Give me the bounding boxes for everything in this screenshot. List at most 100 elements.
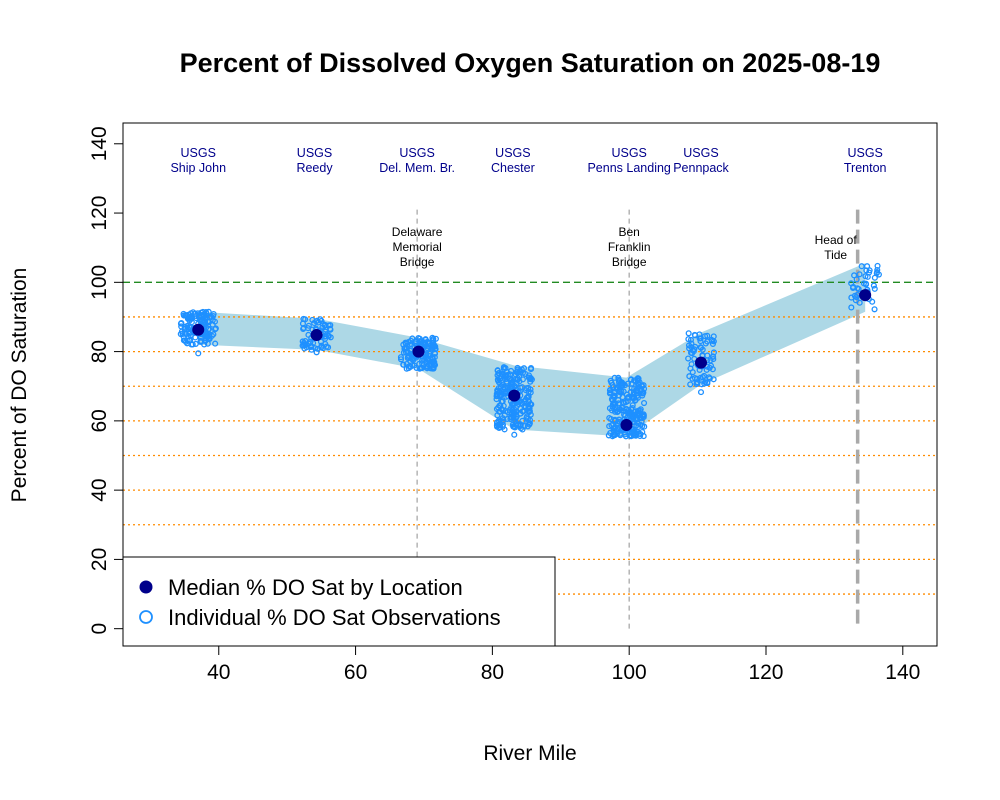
observation-point bbox=[862, 273, 869, 280]
x-tick-label: 100 bbox=[612, 661, 647, 684]
observation-point bbox=[422, 336, 429, 343]
observation-point bbox=[186, 330, 193, 337]
station-label: Pennpack bbox=[673, 161, 729, 175]
observation-point bbox=[210, 310, 217, 318]
station-label: Del. Mem. Br. bbox=[379, 161, 455, 175]
observation-point bbox=[398, 356, 405, 363]
observation-point bbox=[507, 367, 515, 374]
observation-point bbox=[639, 428, 646, 436]
observation-point bbox=[512, 420, 519, 427]
observation-point bbox=[496, 418, 503, 425]
observation-point bbox=[697, 344, 704, 351]
station-label: USGS bbox=[399, 146, 434, 160]
observation-point bbox=[511, 431, 518, 438]
observation-point bbox=[205, 326, 212, 333]
observation-point bbox=[178, 328, 186, 335]
y-tick-label: 100 bbox=[88, 265, 111, 300]
observation-point bbox=[633, 386, 640, 393]
observation-point bbox=[416, 360, 423, 367]
observation-point bbox=[401, 345, 408, 352]
landmark-label: Memorial bbox=[392, 240, 441, 254]
observation-point bbox=[325, 333, 332, 340]
observation-point bbox=[405, 365, 412, 372]
observation-point bbox=[416, 335, 423, 342]
observation-point bbox=[709, 366, 716, 373]
observation-point bbox=[184, 340, 191, 347]
observation-point bbox=[527, 411, 534, 418]
observation-point bbox=[616, 406, 623, 413]
station-label: USGS bbox=[847, 146, 882, 160]
station-label: Penns Landing bbox=[587, 161, 670, 175]
observation-point bbox=[406, 341, 413, 348]
observation-point bbox=[871, 285, 878, 292]
station-label: USGS bbox=[611, 146, 646, 160]
observation-point bbox=[527, 366, 535, 373]
landmark-label: Delaware bbox=[392, 225, 443, 239]
landmark-label: Bridge bbox=[612, 255, 647, 269]
observation-point bbox=[507, 371, 514, 378]
y-tick-label: 120 bbox=[88, 196, 111, 231]
observation-point bbox=[628, 393, 635, 400]
observation-point bbox=[640, 389, 647, 396]
y-tick-label: 20 bbox=[88, 548, 111, 571]
observation-point bbox=[692, 343, 699, 350]
station-label: Ship John bbox=[170, 161, 226, 175]
observation-point bbox=[860, 280, 867, 287]
observation-point bbox=[710, 376, 717, 383]
observation-point bbox=[856, 271, 863, 278]
observation-point bbox=[625, 394, 632, 401]
observation-point bbox=[495, 377, 502, 384]
landmark-label: Ben bbox=[619, 225, 640, 239]
observation-point bbox=[704, 380, 711, 387]
observation-point bbox=[866, 269, 873, 276]
observation-point bbox=[703, 366, 710, 373]
median-point bbox=[310, 328, 323, 341]
x-tick-label: 60 bbox=[344, 661, 367, 684]
observation-point bbox=[687, 381, 694, 388]
observation-point bbox=[416, 338, 423, 345]
observation-point bbox=[506, 407, 513, 414]
observation-point bbox=[687, 365, 694, 372]
observation-point bbox=[692, 332, 699, 339]
observation-point bbox=[637, 421, 644, 428]
observation-point bbox=[635, 376, 642, 383]
observation-point bbox=[610, 393, 617, 401]
legend-box bbox=[122, 556, 556, 647]
observation-point bbox=[322, 340, 329, 348]
x-tick-label: 80 bbox=[481, 661, 504, 684]
x-tick-label: 120 bbox=[748, 661, 783, 684]
observation-point bbox=[409, 362, 416, 369]
observation-point bbox=[870, 282, 877, 289]
observation-point bbox=[299, 338, 306, 345]
observation-point bbox=[525, 392, 532, 400]
observation-point bbox=[522, 403, 529, 410]
observation-point bbox=[606, 414, 613, 422]
y-tick-label: 0 bbox=[88, 623, 111, 635]
observation-point bbox=[640, 385, 648, 392]
observation-point bbox=[494, 392, 501, 400]
observation-point bbox=[182, 325, 189, 332]
observation-point bbox=[701, 380, 708, 387]
plot-area: DelawareMemorialBridgeBenFranklinBridgeH… bbox=[123, 146, 937, 629]
legend-label: Individual % DO Sat Observations bbox=[168, 605, 501, 630]
observation-point bbox=[397, 354, 404, 361]
observation-point bbox=[301, 345, 308, 352]
landmark-label: Bridge bbox=[400, 255, 435, 269]
x-tick-label: 140 bbox=[885, 661, 920, 684]
landmark-label: Tide bbox=[824, 248, 847, 262]
observation-point bbox=[616, 389, 624, 396]
observation-point bbox=[519, 384, 526, 391]
observation-point bbox=[871, 306, 878, 313]
observation-point bbox=[628, 405, 635, 413]
observation-point bbox=[629, 427, 636, 434]
observation-point bbox=[710, 356, 717, 363]
observation-point bbox=[854, 285, 861, 292]
observation-point bbox=[620, 388, 627, 395]
observation-point bbox=[502, 365, 509, 372]
observation-point bbox=[186, 315, 193, 323]
observation-point bbox=[615, 397, 622, 404]
observation-point bbox=[405, 349, 412, 356]
observation-point bbox=[632, 432, 639, 439]
observation-point bbox=[509, 421, 517, 428]
observation-point bbox=[634, 394, 641, 401]
